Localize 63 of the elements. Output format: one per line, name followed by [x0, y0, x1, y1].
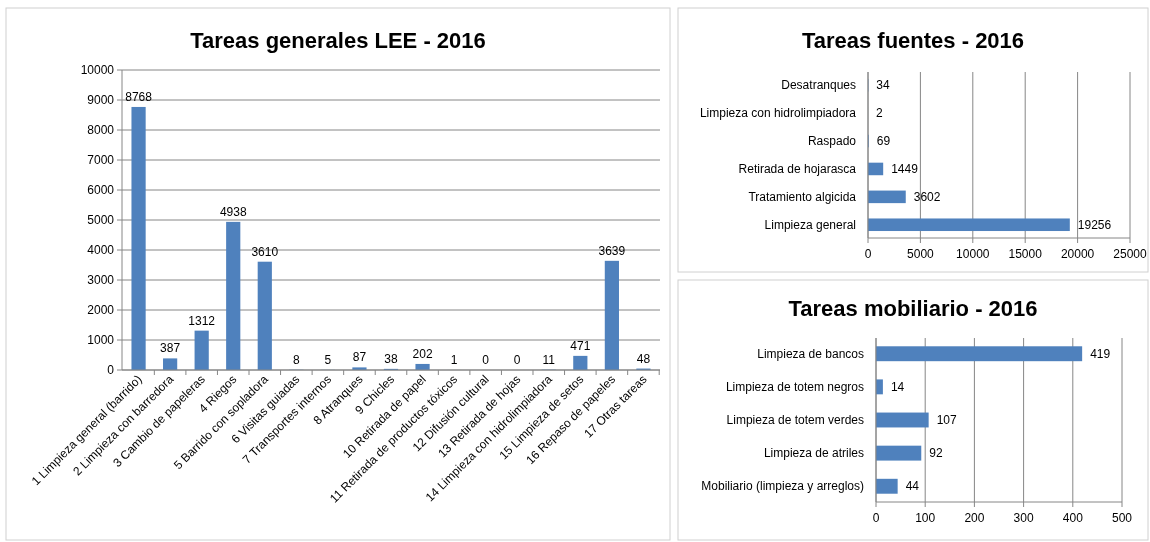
- y-tick-label: 9000: [87, 93, 115, 108]
- y-tick-label: Limpieza con hidrolimpiadora: [699, 106, 857, 121]
- data-label: 44: [905, 479, 920, 494]
- data-label: 5: [324, 352, 332, 367]
- y-tick-label: 8000: [87, 123, 115, 138]
- data-label: 107: [936, 413, 957, 428]
- data-label: 38: [384, 351, 398, 366]
- data-label: 1449: [891, 162, 919, 177]
- data-label: 3602: [913, 190, 941, 205]
- y-tick-label: 4000: [87, 243, 115, 258]
- data-label: 19256: [1077, 217, 1112, 232]
- y-tick-label: 7000: [87, 153, 115, 168]
- chart-title: Tareas generales LEE - 2016: [190, 28, 486, 53]
- data-label: 14: [890, 380, 905, 395]
- data-label: 1: [450, 352, 458, 367]
- y-tick-label: 5000: [87, 213, 115, 228]
- y-tick-label: 3000: [87, 273, 115, 288]
- data-label: 387: [160, 341, 181, 356]
- y-tick-label: 1000: [87, 333, 115, 348]
- x-tick-label: 15000: [1008, 247, 1043, 261]
- x-tick-label: 200: [964, 511, 985, 525]
- data-label: 471: [570, 338, 591, 353]
- y-tick-label: Retirada de hojarasca: [738, 162, 857, 177]
- data-label: 2: [876, 106, 884, 121]
- data-label: 419: [1090, 346, 1111, 361]
- x-tick-label: 5000: [907, 247, 935, 261]
- y-tick-label: Limpieza de atriles: [763, 446, 864, 461]
- data-label: 48: [636, 351, 651, 366]
- x-tick-label: 0: [872, 511, 880, 525]
- y-tick-label: 10000: [80, 63, 115, 78]
- x-tick-label: 300: [1013, 511, 1034, 525]
- x-tick-label: 25000: [1113, 247, 1148, 261]
- x-tick-label: 400: [1062, 511, 1084, 525]
- data-label: 11: [542, 352, 556, 367]
- data-label: 0: [513, 353, 521, 367]
- chart-title: Tareas fuentes - 2016: [801, 28, 1025, 53]
- y-tick-label: Raspado: [807, 134, 857, 149]
- data-label: 3639: [598, 243, 626, 258]
- y-tick-label: Tratamiento algicida: [748, 190, 857, 205]
- data-label: 92: [929, 446, 943, 461]
- x-tick-label: 100: [915, 511, 936, 525]
- data-label: 87: [352, 350, 367, 365]
- data-label: 3610: [251, 244, 279, 259]
- data-label: 69: [876, 134, 891, 149]
- y-tick-label: Limpieza de bancos: [757, 346, 864, 361]
- y-tick-label: Limpieza de totem verdes: [726, 413, 864, 428]
- y-tick-label: Limpieza de totem negros: [725, 380, 864, 395]
- y-tick-label: Limpieza general: [764, 217, 856, 232]
- y-tick-label: Desatranques: [781, 78, 856, 93]
- x-tick-label: 500: [1111, 511, 1133, 525]
- data-label: 0: [482, 353, 490, 367]
- chart-title: Tareas mobiliario - 2016: [788, 296, 1038, 321]
- y-tick-label: Mobiliario (limpieza y arreglos): [701, 479, 864, 494]
- y-tick-label: 6000: [87, 183, 115, 198]
- data-label: 34: [876, 78, 891, 93]
- data-label: 4938: [219, 204, 247, 219]
- x-tick-label: 10000: [956, 247, 990, 261]
- x-tick-label: 20000: [1060, 247, 1095, 261]
- y-tick-label: 2000: [87, 303, 115, 318]
- data-label: 202: [412, 346, 433, 361]
- data-label: 8768: [125, 89, 153, 104]
- data-label: 1312: [188, 313, 216, 328]
- data-label: 8: [292, 352, 300, 367]
